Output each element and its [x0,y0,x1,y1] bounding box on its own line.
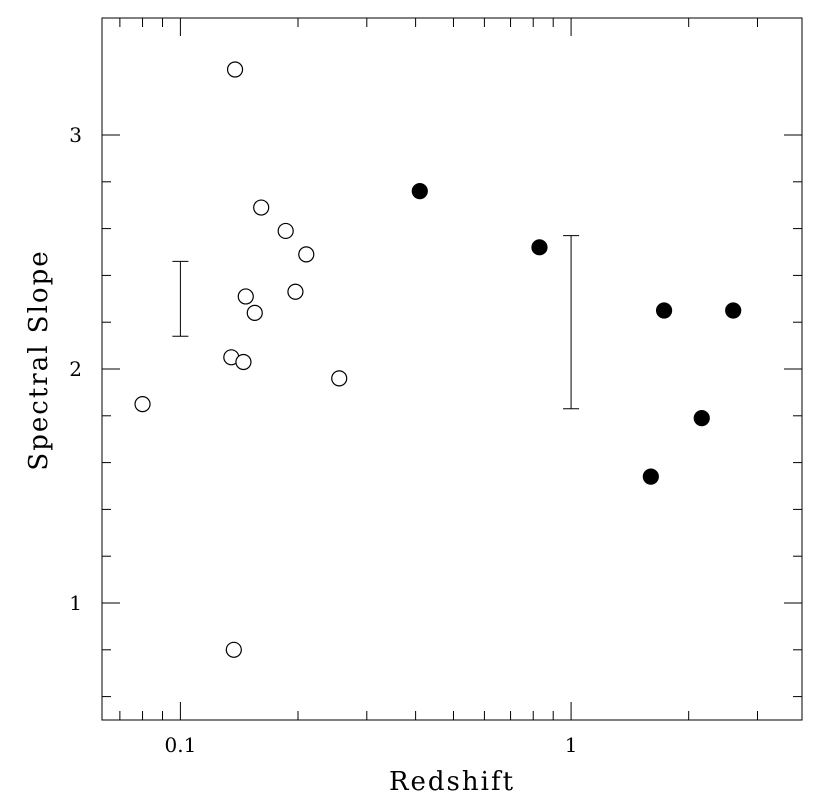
open-data-point [253,199,270,216]
open-data-point [277,222,294,240]
open-data-point [331,370,348,387]
plot-frame [101,17,803,721]
error-bars [172,235,580,410]
y-tick-label: 1 [69,591,82,615]
open-data-point [246,304,263,321]
filled-data-point [411,183,428,200]
x-axis-title: Redshift [389,767,515,797]
filled-data-point [531,239,548,256]
y-tick-label: 2 [69,357,82,381]
y-axis-title: Spectral Slope [24,249,54,470]
data-points [134,61,742,658]
open-data-point [226,61,244,78]
filled-data-point [655,302,673,319]
axis-ticks [102,18,802,720]
open-data-point [235,353,252,371]
filled-data-point [693,410,710,427]
open-data-point [134,396,151,413]
filled-data-point [642,468,659,485]
y-tick-label: 3 [69,123,82,147]
tick-labels: 0.1 1 1 2 3 [69,123,577,757]
open-data-point [237,288,254,305]
open-data-point [225,641,242,658]
x-tick-label: 1 [565,733,578,757]
x-tick-label: 0.1 [164,733,196,757]
open-data-point [287,283,304,300]
filled-data-point [725,302,742,319]
open-data-point [298,246,315,263]
